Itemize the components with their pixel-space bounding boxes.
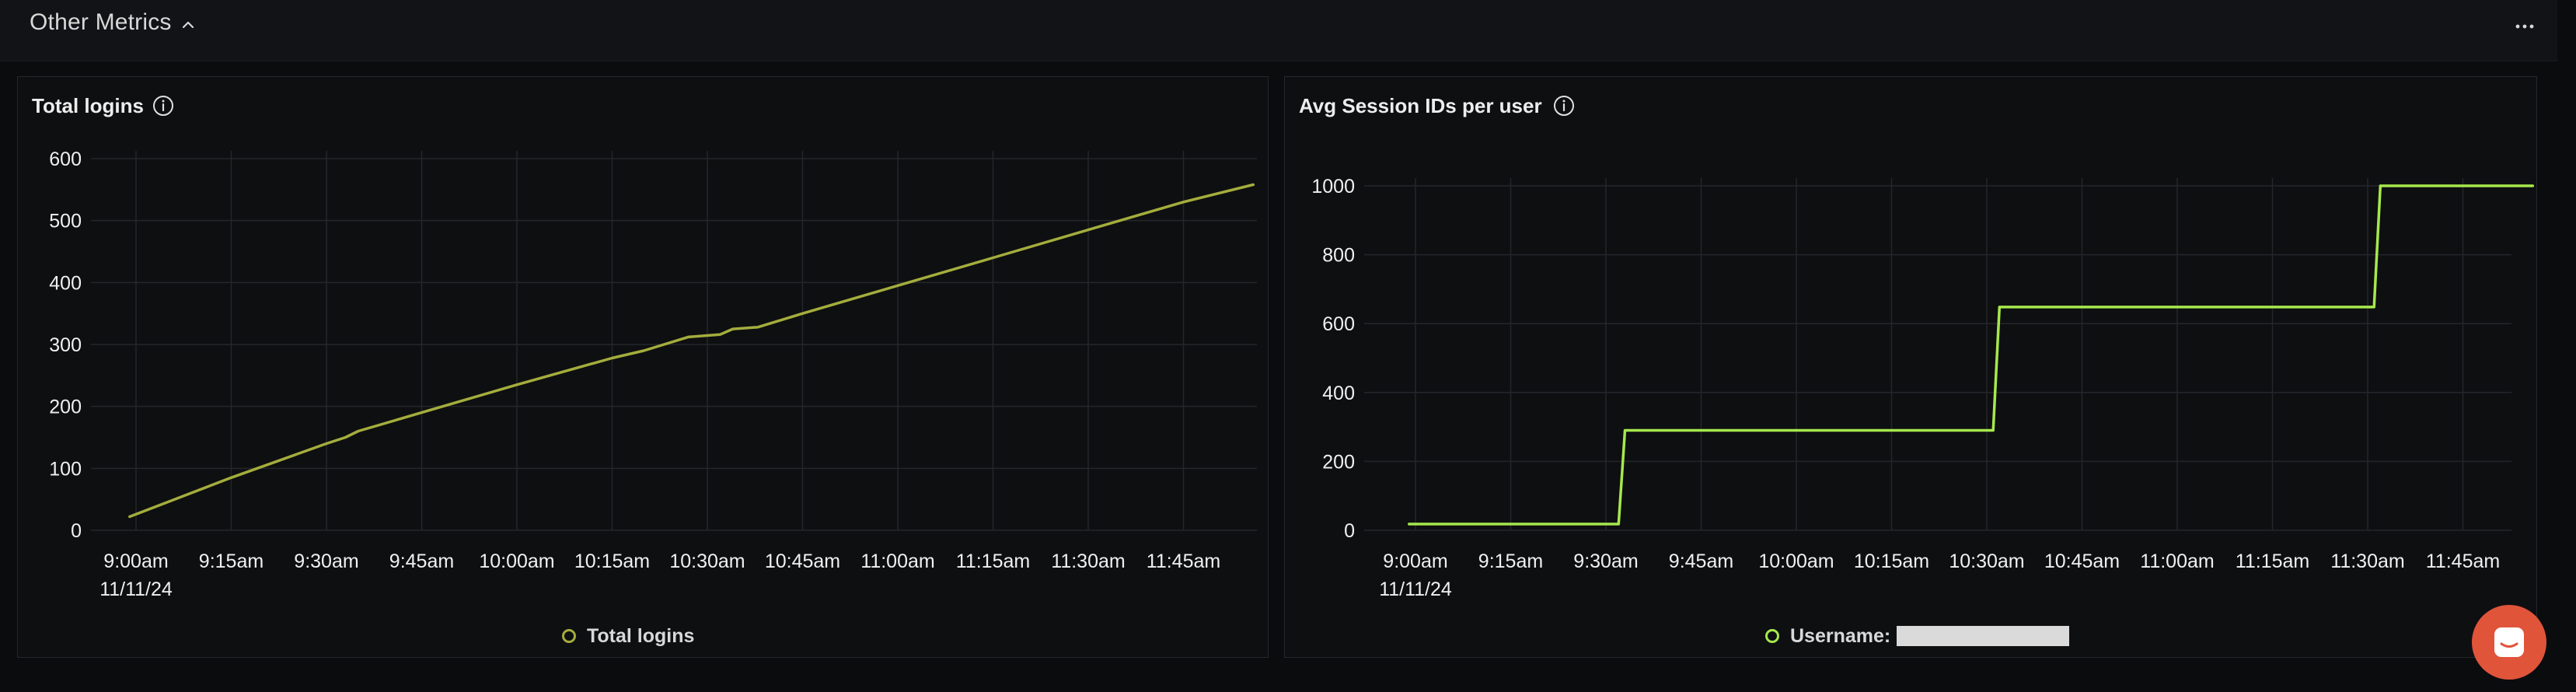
x-date-label: 11/11/24 (1379, 578, 1452, 600)
series-line[interactable] (1408, 184, 2535, 526)
x-tick-label: 11:45am (1147, 550, 1220, 572)
x-tick-label: 9:45am (389, 550, 454, 572)
legend-marker (562, 629, 576, 643)
chart-legend[interactable]: Total logins (562, 623, 694, 649)
chevron-up-icon[interactable] (179, 16, 197, 34)
x-tick-label: 9:15am (199, 550, 264, 572)
x-tick-label: 9:00am (1383, 550, 1447, 572)
y-tick-label: 300 (49, 334, 82, 356)
y-tick-label: 600 (1322, 313, 1355, 335)
x-tick-label: 9:30am (1573, 550, 1638, 572)
legend-label: Username: (1790, 624, 1891, 647)
chat-icon (2494, 627, 2524, 657)
y-tick-label: 500 (49, 211, 82, 232)
x-date-label: 11/11/24 (99, 578, 173, 600)
x-tick-label: 9:45am (1669, 550, 1733, 572)
y-tick-label: 200 (1322, 451, 1355, 473)
series-line[interactable] (128, 183, 1255, 519)
x-tick-label: 11:30am (1051, 550, 1125, 572)
legend-label: Total logins (587, 624, 695, 647)
x-tick-label: 11:45am (2426, 550, 2500, 572)
y-tick-label: 0 (1344, 520, 1355, 542)
x-tick-label: 10:30am (669, 550, 745, 572)
y-tick-label: 800 (1322, 245, 1355, 267)
total-logins-panel: Total logins 0 100 200 300 400 500 600 9:00am 9:… (17, 76, 1269, 658)
x-tick-label: 9:30am (294, 550, 358, 572)
y-tick-label: 200 (49, 397, 82, 418)
avg-session-ids-chart: 0 200 400 600 800 1000 9:00am 9:15am 9:30am 9:45a… (1311, 176, 2535, 600)
x-tick-label: 10:15am (574, 550, 650, 572)
y-tick-label: 400 (49, 272, 82, 294)
y-tick-label: 400 (1322, 383, 1355, 404)
x-tick-label: 11:00am (2140, 550, 2214, 572)
info-icon[interactable] (1552, 94, 1576, 117)
y-tick-label: 0 (71, 520, 82, 542)
x-tick-label: 9:15am (1478, 550, 1543, 572)
x-tick-label: 11:15am (956, 550, 1030, 572)
chat-launcher-button[interactable] (2472, 605, 2546, 680)
x-tick-label: 11:00am (860, 550, 934, 572)
x-tick-label: 9:00am (103, 550, 168, 572)
x-tick-label: 11:15am (2236, 550, 2309, 572)
redacted-username (1897, 626, 2070, 646)
legend-marker (1765, 629, 1779, 643)
info-icon[interactable] (152, 94, 175, 117)
x-tick-label: 10:15am (1854, 550, 1929, 572)
x-tick-label: 10:00am (1758, 550, 1834, 572)
x-tick-label: 10:00am (479, 550, 554, 572)
x-tick-label: 10:45am (765, 550, 840, 572)
y-tick-label: 100 (49, 458, 82, 480)
x-tick-label: 10:45am (2044, 550, 2120, 572)
x-tick-label: 11:30am (2330, 550, 2404, 572)
chart-legend[interactable]: Username: (1765, 623, 2070, 649)
section-header: Other Metrics (0, 0, 2557, 61)
avg-session-ids-panel: Avg Session IDs per user 0 200 400 600 800 10… (1284, 76, 2537, 658)
ellipsis-icon (2515, 24, 2534, 29)
x-tick-label: 10:30am (1949, 550, 2024, 572)
more-options-button[interactable] (2509, 11, 2540, 42)
section-title: Other Metrics (30, 9, 172, 35)
y-tick-label: 600 (49, 149, 82, 170)
y-tick-label: 1000 (1311, 176, 1355, 197)
total-logins-chart: 0 100 200 300 400 500 600 9:00am 9:15am 9:30am 9:4… (49, 149, 1257, 600)
panel-title: Total logins (32, 94, 144, 117)
panel-title: Avg Session IDs per user (1299, 94, 1542, 117)
